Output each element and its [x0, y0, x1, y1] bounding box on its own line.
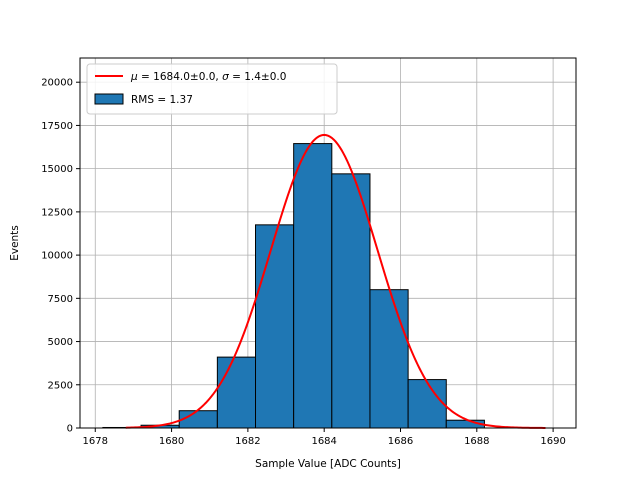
- histogram-bar: [178, 410, 218, 429]
- y-axis-ticks: 0 2500 5000 7500 10000 12500 15000 17500 20000: [41, 78, 80, 435]
- histogram-bar: [255, 224, 295, 429]
- y-tick-label: 20000: [41, 78, 73, 89]
- legend-hist-swatch: [94, 93, 124, 105]
- legend-sigma-value: = 1.4±0.0: [229, 71, 287, 83]
- legend-sigma-symbol: σ: [222, 71, 229, 83]
- y-axis-label: Events: [9, 225, 21, 261]
- x-tick-label: 1690: [540, 436, 565, 447]
- histogram-bar: [331, 173, 371, 429]
- y-tick-label: 12500: [41, 207, 73, 218]
- y-tick-label: 5000: [48, 337, 73, 348]
- x-tick-label: 1686: [388, 436, 413, 447]
- y-tick-label: 17500: [41, 121, 73, 132]
- legend-mu-value: = 1684.0±0.0,: [138, 71, 222, 83]
- y-tick-label: 2500: [48, 380, 73, 391]
- y-tick-label: 15000: [41, 164, 73, 175]
- x-tick-label: 1678: [83, 436, 108, 447]
- histogram-bar: [369, 289, 409, 429]
- x-tick-label: 1684: [311, 436, 336, 447]
- legend-box: [86, 63, 338, 115]
- x-axis-label: Sample Value [ADC Counts]: [255, 458, 401, 470]
- gaussian-fit-curve: [125, 133, 546, 429]
- x-tick-label: 1688: [464, 436, 489, 447]
- plot-frame: [79, 57, 577, 429]
- x-axis-ticks: 1678 1680 1682 1684 1686 1688 1690: [83, 428, 566, 447]
- histogram-bar: [293, 143, 333, 429]
- y-tick-label: 7500: [48, 294, 73, 305]
- y-tick-label: 0: [67, 424, 73, 435]
- x-tick-label: 1682: [235, 436, 260, 447]
- histogram-bar: [216, 356, 257, 429]
- legend-fit-label: μ = 1684.0±0.0, σ = 1.4±0.0: [130, 71, 286, 83]
- legend: μ = 1684.0±0.0, σ = 1.4±0.0 RMS = 1.37: [86, 63, 338, 115]
- histogram-bar: [407, 379, 447, 429]
- x-tick-label: 1680: [159, 436, 184, 447]
- y-tick-label: 10000: [41, 251, 73, 262]
- legend-mu-symbol: μ: [130, 71, 138, 83]
- legend-hist-label: RMS = 1.37: [131, 94, 193, 106]
